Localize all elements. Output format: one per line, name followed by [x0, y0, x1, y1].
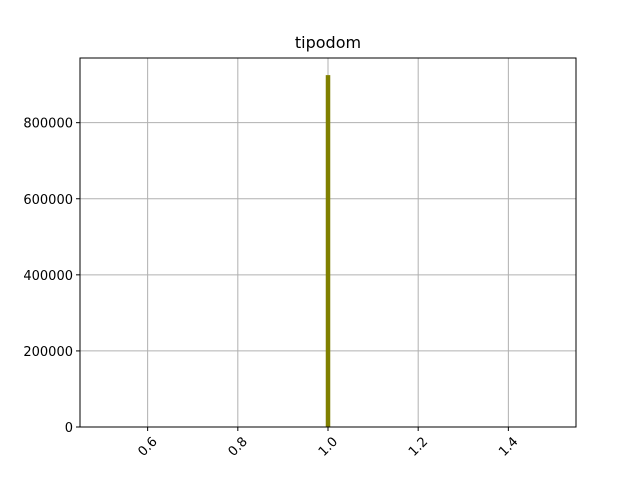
y-tick-label-4: 800000	[23, 117, 73, 132]
chart-title: tipodom	[295, 33, 361, 52]
bar-0	[325, 75, 331, 427]
bar-layer	[325, 75, 331, 427]
y-tick-label-2: 400000	[23, 269, 73, 284]
y-axis: 0 200000 400000 600000 800000	[23, 117, 80, 436]
y-tick-label-0: 0	[65, 421, 73, 436]
y-tick-label-1: 200000	[23, 345, 73, 360]
y-tick-label-3: 600000	[23, 193, 73, 208]
